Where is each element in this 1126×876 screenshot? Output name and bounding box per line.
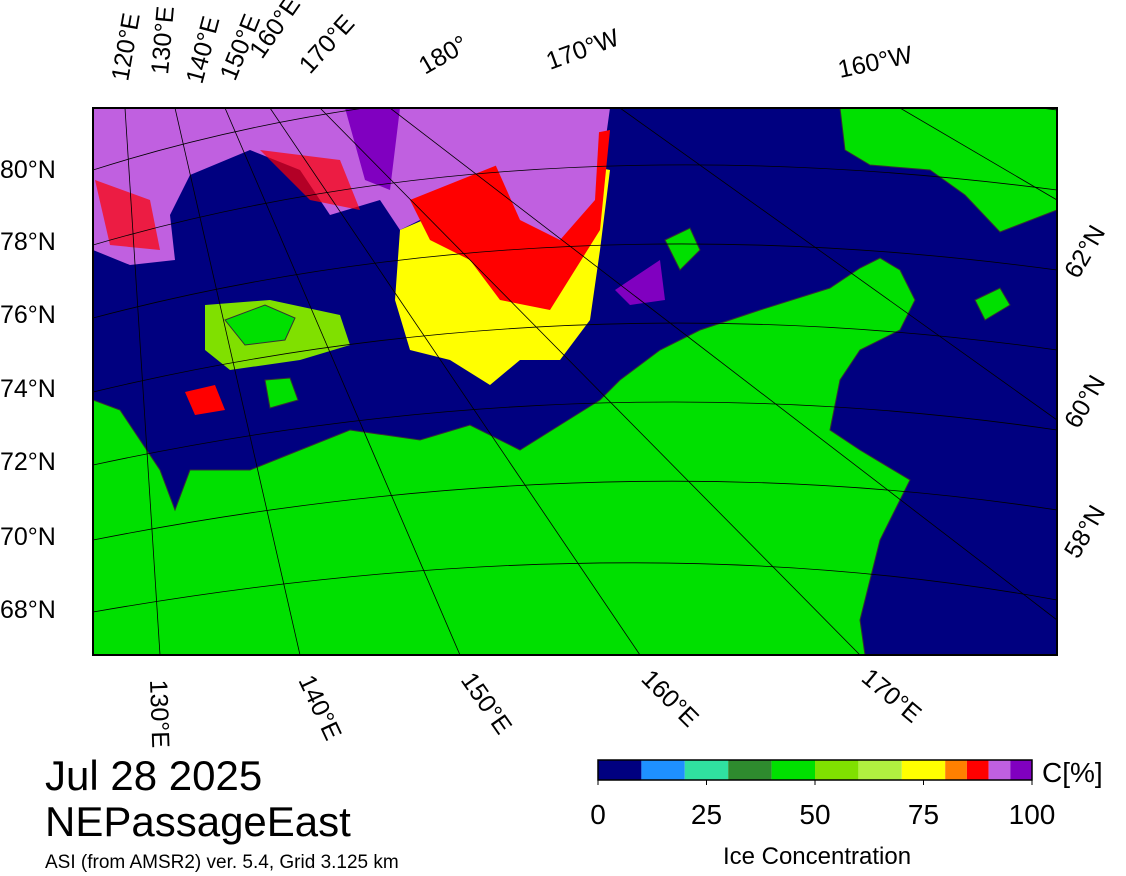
- colorbar-segment: [728, 760, 772, 780]
- graticule-label: 80°N: [0, 156, 56, 184]
- graticule-label: 76°N: [0, 301, 56, 329]
- ice: [95, 150, 360, 250]
- colorbar-segment: [641, 760, 685, 780]
- colorbar-tick-label: 75: [908, 799, 939, 830]
- map: [93, 108, 1057, 655]
- colorbar-tick-label: 100: [1009, 799, 1056, 830]
- colorbar-tick-label: 0: [590, 799, 606, 830]
- colorbar-segment: [1010, 760, 1032, 780]
- colorbar-segment: [945, 760, 967, 780]
- colorbar-tick-label: 25: [691, 799, 722, 830]
- graticule-label: 70°N: [0, 523, 56, 551]
- graticule-label: 120°E: [106, 11, 145, 83]
- colorbar-segment: [901, 760, 946, 780]
- graticule-label: 130°E: [144, 679, 174, 748]
- source: ASI (from AMSR2) ver. 5.4, Grid 3.125 km: [45, 852, 399, 873]
- graticule-label: 60°N: [1059, 371, 1111, 433]
- map-frame: [92, 107, 1058, 656]
- colorbar-tick-label: 50: [799, 799, 830, 830]
- graticule-label: 68°N: [0, 596, 56, 624]
- colorbar-unit: C[%]: [1042, 757, 1103, 788]
- colorbar-segment: [598, 760, 642, 780]
- region: NEPassageEast: [45, 798, 351, 845]
- colorbar-segment: [858, 760, 902, 780]
- colorbar-segment: [684, 760, 729, 780]
- land: [839, 108, 1057, 233]
- colorbar-segment: [815, 760, 859, 780]
- graticule-label: 130°E: [146, 5, 180, 76]
- graticule-label: 150°E: [455, 667, 517, 739]
- graticule-label: 62°N: [1059, 221, 1111, 283]
- graticule-label: 140°E: [293, 671, 347, 745]
- graticule-label: 72°N: [0, 448, 56, 476]
- graticule-label: 170°W: [542, 23, 623, 75]
- colorbar-segment: [771, 760, 815, 780]
- graticule-label: 170°E: [856, 663, 926, 728]
- colorbar-label: Ice Concentration: [723, 843, 911, 870]
- graticule-label: 170°E: [294, 9, 361, 79]
- ice: [185, 385, 225, 415]
- land: [974, 287, 1011, 321]
- colorbar-segment: [966, 760, 989, 780]
- graticule-label: 78°N: [0, 228, 56, 256]
- ice: [93, 108, 610, 265]
- graticule: [93, 108, 1057, 655]
- island: [224, 227, 701, 409]
- graticule-label: 74°N: [0, 375, 56, 403]
- graticule-label: 160°W: [835, 41, 915, 84]
- date: Jul 28 2025: [45, 752, 262, 799]
- land: [93, 257, 916, 655]
- graticule-label: 180°: [414, 30, 473, 80]
- colorbar-segment: [988, 760, 1011, 780]
- ice: [480, 115, 600, 240]
- ice: [345, 108, 665, 305]
- graticule-label: 58°N: [1059, 501, 1111, 563]
- graticule-label: 160°E: [636, 664, 704, 732]
